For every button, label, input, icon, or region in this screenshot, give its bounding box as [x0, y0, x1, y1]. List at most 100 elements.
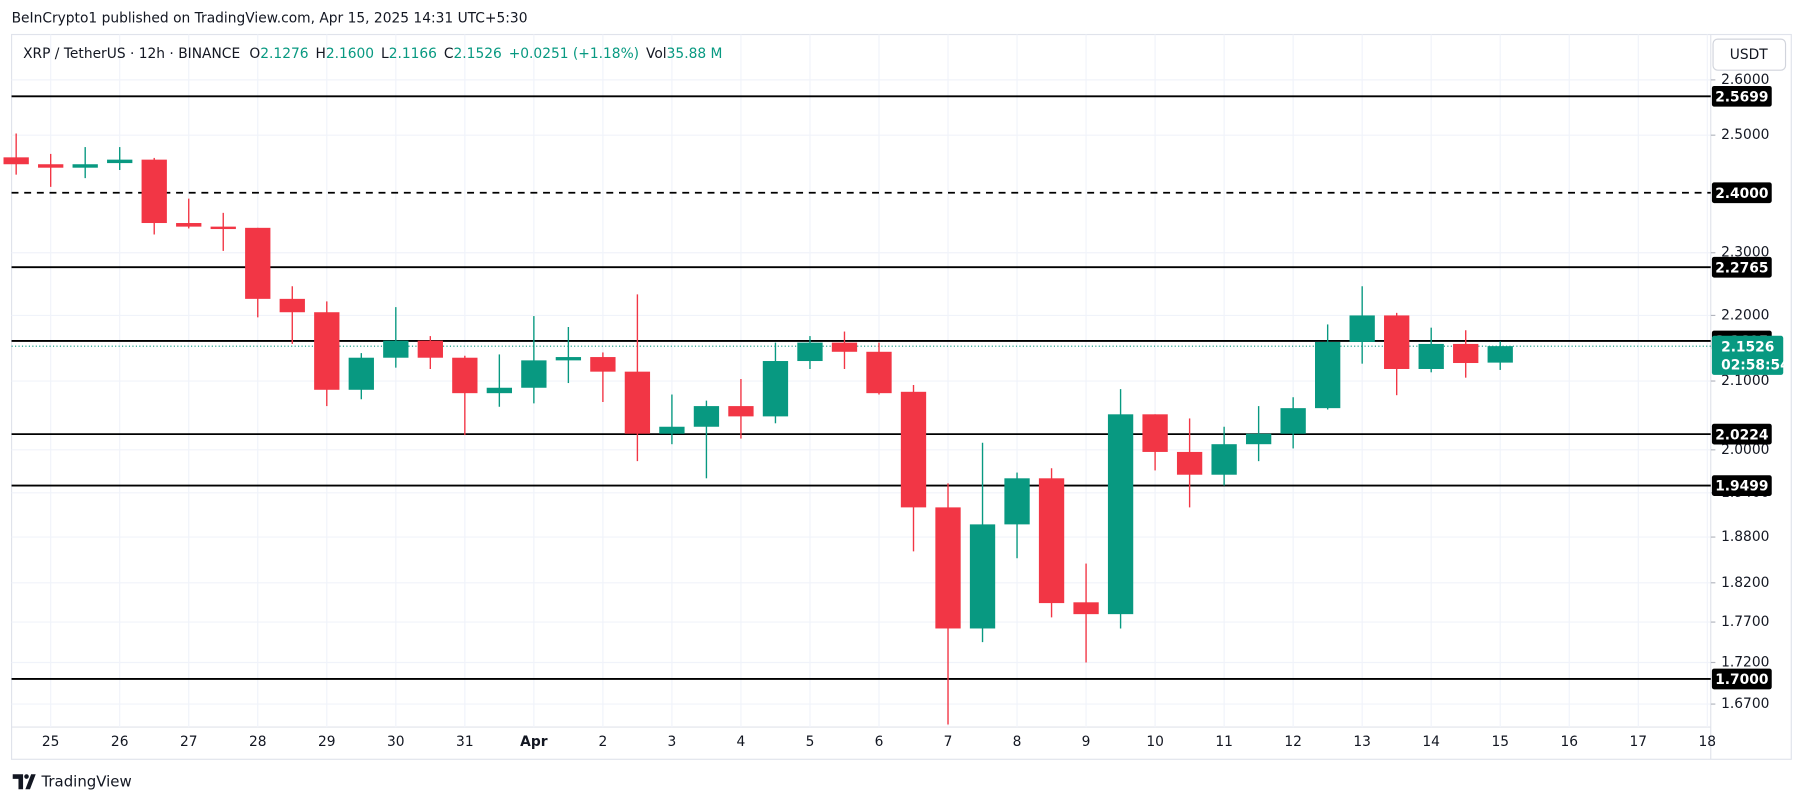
brand-logo	[12, 774, 36, 790]
candle-body	[1038, 478, 1065, 604]
candle-body	[486, 387, 513, 394]
x-tick-label: 15	[1491, 734, 1509, 750]
currency[interactable]: USDT	[1730, 47, 1768, 63]
y-tick-label: 1.8800	[1721, 529, 1769, 545]
x-tick-label: 27	[180, 734, 198, 750]
x-tick-label: 10	[1146, 734, 1164, 750]
legend-key: L	[381, 46, 389, 62]
candle-body	[969, 524, 996, 629]
legend-value: 2.1526	[454, 46, 502, 62]
y-tick-label: 2.3000	[1721, 245, 1769, 261]
brand: TradingView	[40, 772, 131, 790]
x-tick-label: 7	[944, 734, 953, 750]
legend-value: 2.1166	[389, 46, 437, 62]
x-tick-label: 9	[1082, 734, 1091, 750]
candle-body	[1315, 341, 1341, 409]
symbol: XRP / TetherUS · 12h · BINANCE	[23, 46, 240, 62]
candle-body	[1004, 478, 1030, 525]
x-tick-label: 25	[42, 734, 60, 750]
candle-body	[1280, 408, 1306, 434]
countdown: 02:58:54	[1721, 358, 1790, 374]
candle-body	[107, 159, 133, 164]
candle-body	[1176, 451, 1203, 475]
candle-body	[797, 342, 823, 362]
candle-body	[1349, 315, 1375, 342]
candle-body	[693, 406, 720, 427]
currency-button[interactable]	[1712, 38, 1787, 71]
x-tick-label: 13	[1353, 734, 1371, 750]
candle-body	[1384, 315, 1410, 369]
last-price-label: 2.1526	[1721, 339, 1774, 355]
candle-body	[141, 159, 167, 224]
legend-value: 2.1600	[326, 46, 374, 62]
y-tick-label: 1.8200	[1721, 575, 1769, 591]
legend-key: Vol	[646, 46, 667, 62]
candle-body	[1453, 343, 1479, 364]
level-label: 1.7000	[1715, 672, 1768, 688]
candle-body	[1418, 343, 1444, 369]
level-box	[1711, 475, 1772, 496]
y-tick-label: 2.0000	[1721, 442, 1769, 458]
level-label: 1.9499	[1715, 479, 1768, 495]
x-tick-label: 18	[1699, 734, 1717, 750]
x-tick-label: 3	[668, 734, 677, 750]
level-box	[1711, 182, 1772, 204]
y-tick-label: 2.5000	[1721, 127, 1769, 143]
candle-body	[176, 223, 202, 227]
x-tick-label: 30	[387, 734, 405, 750]
y-tick-label: 1.7200	[1721, 654, 1769, 670]
candle-body	[900, 391, 927, 508]
candle-body	[245, 227, 271, 299]
candle-body	[728, 406, 754, 417]
legend-key: O	[249, 46, 260, 62]
candle-body	[314, 312, 340, 390]
candle-body	[555, 357, 582, 361]
legend-value: 2.1276	[260, 46, 308, 62]
candle-body	[452, 357, 478, 394]
y-tick-label: 2.1000	[1721, 373, 1769, 389]
legend-value: 35.88 M	[667, 46, 723, 62]
candle-body	[1107, 414, 1134, 615]
header: BeInCrypto1 published on TradingView.com…	[12, 10, 528, 26]
level-label: 2.2765	[1715, 260, 1768, 276]
candle-body	[348, 357, 374, 390]
x-tick-label: 4	[737, 734, 746, 750]
x-tick-label: 29	[318, 734, 336, 750]
candle-body	[72, 164, 98, 168]
candle-body	[624, 371, 651, 434]
x-tick-label: 17	[1629, 734, 1647, 750]
x-tick-label: 28	[249, 734, 267, 750]
candle-body	[831, 342, 858, 352]
candle-body	[383, 340, 409, 358]
legend: XRP / TetherUS · 12h · BINANCE O2.1276 H2.…	[23, 46, 722, 62]
candle-body	[3, 157, 29, 165]
candle-body	[279, 298, 305, 313]
level-label: 2.4000	[1715, 186, 1768, 202]
candle-body	[866, 351, 892, 394]
x-tick-label: 16	[1560, 734, 1578, 750]
candle-body	[935, 507, 961, 629]
level-label: 2.5699	[1715, 89, 1768, 105]
candle-body	[659, 426, 685, 434]
y-tick-label: 1.7700	[1721, 614, 1769, 630]
level-box	[1711, 85, 1772, 107]
candle-body	[1073, 602, 1099, 615]
chart-frame	[10, 33, 1792, 760]
x-tick-label: 8	[1013, 734, 1022, 750]
last-price-box	[1711, 335, 1784, 375]
x-tick-label: 2	[598, 734, 607, 750]
legend-key: C	[444, 46, 454, 62]
candle-body	[521, 360, 547, 388]
legend-value: +0.0251 (+1.18%)	[509, 46, 639, 62]
candle-body	[1142, 414, 1168, 452]
x-tick-label: 12	[1284, 734, 1302, 750]
x-tick-label: 6	[875, 734, 884, 750]
x-tick-label: 14	[1422, 734, 1440, 750]
x-tick-label: 26	[111, 734, 129, 750]
candle-body	[38, 164, 64, 168]
candle-body	[1211, 444, 1237, 475]
level-box	[1711, 423, 1772, 445]
x-tick-label: 31	[456, 734, 474, 750]
